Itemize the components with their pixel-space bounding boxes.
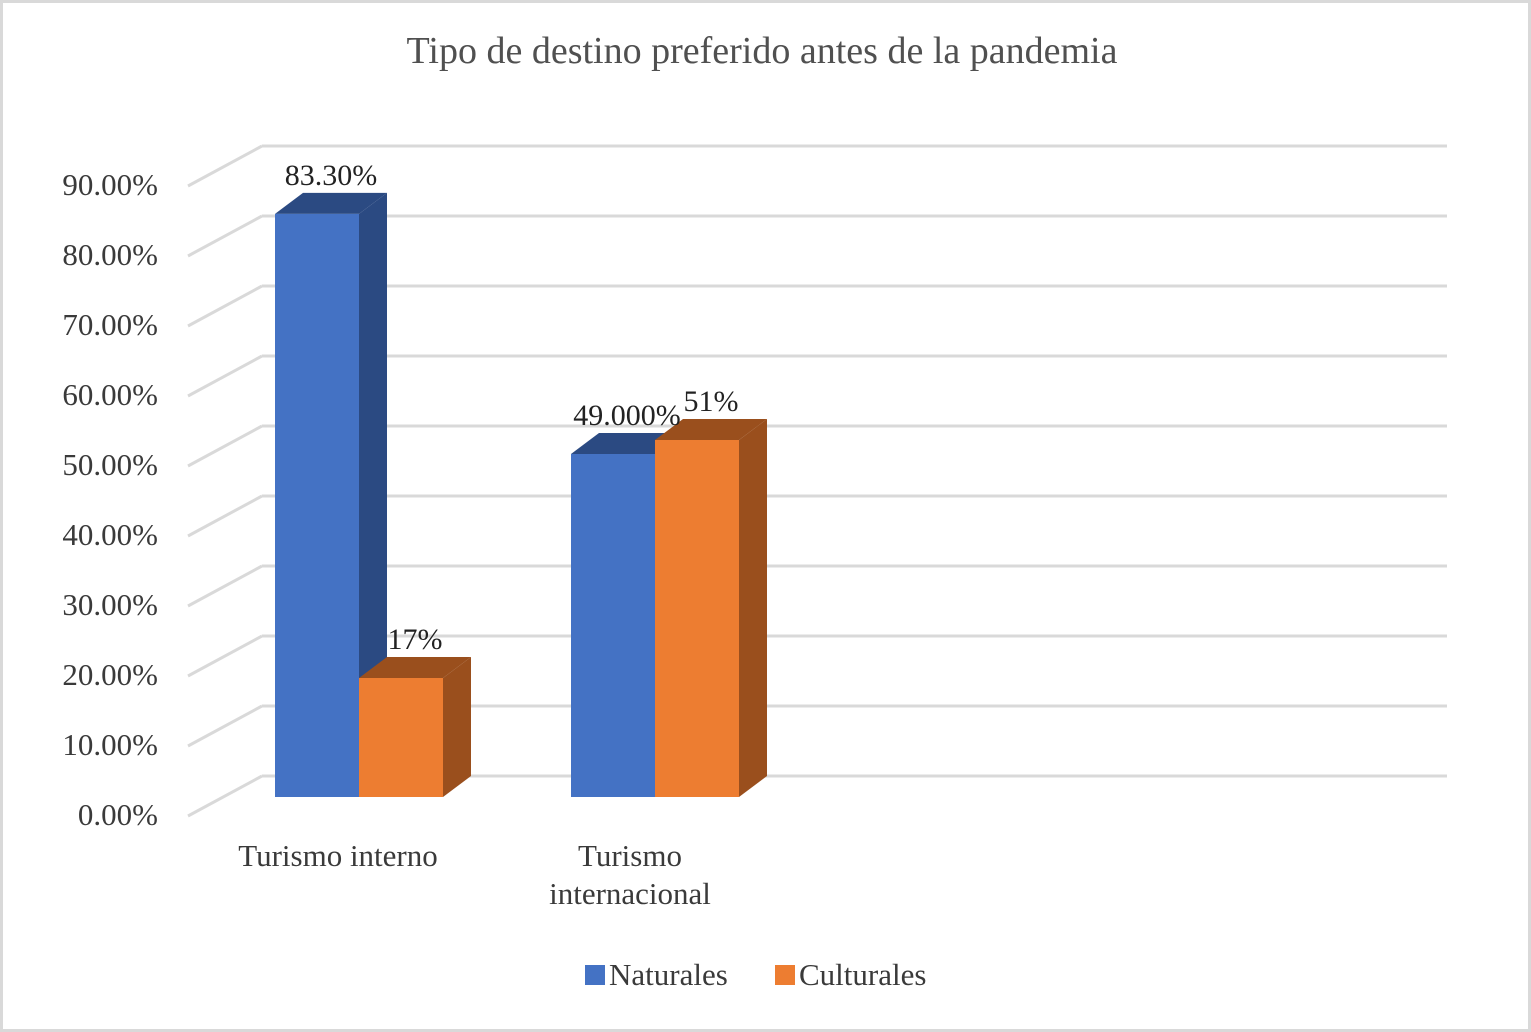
legend-swatch-culturales (775, 965, 795, 985)
data-label: 49.000% (573, 399, 681, 432)
y-tick-label: 50.00% (62, 447, 158, 482)
y-tick-label: 60.00% (62, 377, 158, 412)
chart-title: Tipo de destino preferido antes de la pa… (407, 30, 1118, 72)
legend: Naturales Culturales (585, 957, 926, 992)
legend-label: Naturales (609, 957, 728, 992)
gridline-depth (187, 424, 263, 468)
gridline-depth (187, 354, 263, 398)
legend-label: Culturales (799, 957, 926, 992)
bar-side-naturales (359, 192, 387, 797)
gridline-depth (187, 494, 263, 538)
bar-naturales (275, 213, 359, 797)
data-label: 83.30% (285, 159, 378, 192)
bar-side-culturales (739, 419, 767, 797)
gridline-depth (187, 214, 263, 258)
data-label: 17% (388, 623, 443, 656)
gridline-depth (187, 564, 263, 608)
bar-culturales (655, 440, 739, 797)
x-category-label: internacional (549, 876, 711, 911)
bars (275, 192, 767, 797)
y-tick-label: 20.00% (62, 657, 158, 692)
data-labels: 83.30% 17% 49.000% 51% (285, 159, 739, 656)
bar-top-naturales (275, 192, 387, 214)
y-axis-tick-labels: 0.00% 10.00% 20.00% 30.00% 40.00% 50.00% 60.00… (62, 167, 158, 832)
y-tick-label: 10.00% (62, 727, 158, 762)
x-category-label: Turismo (578, 838, 682, 873)
gridline-depth (187, 774, 263, 818)
bar-naturales (571, 454, 655, 797)
y-tick-label: 90.00% (62, 167, 158, 202)
gridline-depth (187, 704, 263, 748)
y-tick-label: 0.00% (78, 797, 158, 832)
y-tick-label: 70.00% (62, 307, 158, 342)
y-tick-label: 80.00% (62, 237, 158, 272)
legend-swatch-naturales (585, 965, 605, 985)
x-category-label: Turismo interno (238, 838, 438, 873)
gridline-depth (187, 634, 263, 678)
bar-side-culturales (443, 657, 471, 797)
gridline-depth (187, 284, 263, 328)
bar-top-culturales (655, 419, 767, 440)
bar-top-culturales (359, 657, 471, 678)
bar-culturales (359, 678, 443, 797)
y-tick-label: 30.00% (62, 587, 158, 622)
gridline-depth (187, 144, 263, 188)
data-label: 51% (684, 385, 739, 418)
y-tick-label: 40.00% (62, 517, 158, 552)
